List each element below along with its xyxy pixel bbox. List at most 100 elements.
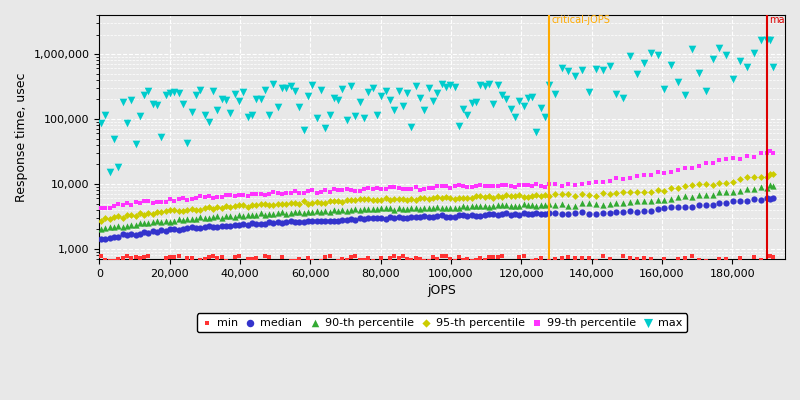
99-th percentile <box>237 192 250 198</box>
95-th percentile <box>250 202 262 208</box>
min <box>555 254 568 261</box>
90-th percentile <box>466 203 478 209</box>
90-th percentile <box>242 212 254 218</box>
median <box>198 224 211 230</box>
99-th percentile <box>284 190 297 196</box>
min <box>284 258 297 264</box>
median <box>596 210 609 216</box>
max <box>672 79 685 86</box>
95-th percentile <box>522 194 534 200</box>
95-th percentile <box>388 196 401 202</box>
99-th percentile <box>198 194 211 200</box>
min <box>439 253 452 259</box>
90-th percentile <box>555 201 568 207</box>
max <box>562 68 574 74</box>
median <box>121 232 134 238</box>
95-th percentile <box>764 171 777 177</box>
min <box>142 253 155 259</box>
max <box>99 112 112 118</box>
95-th percentile <box>678 182 691 189</box>
median <box>366 215 379 222</box>
95-th percentile <box>177 207 190 214</box>
95-th percentile <box>457 195 470 202</box>
median <box>129 231 142 238</box>
99-th percentile <box>228 193 241 199</box>
median <box>678 204 691 210</box>
min <box>603 256 616 262</box>
90-th percentile <box>482 203 495 210</box>
median <box>562 210 574 217</box>
95-th percentile <box>314 200 327 206</box>
median <box>164 226 177 232</box>
max <box>439 84 452 90</box>
90-th percentile <box>271 210 284 216</box>
min <box>121 253 134 259</box>
90-th percentile <box>487 203 500 210</box>
median <box>548 210 561 216</box>
90-th percentile <box>198 215 211 221</box>
90-th percentile <box>543 201 556 207</box>
95-th percentile <box>734 176 746 182</box>
median <box>345 216 358 222</box>
95-th percentile <box>397 196 410 202</box>
99-th percentile <box>555 182 568 189</box>
min <box>538 259 551 265</box>
max <box>392 88 405 94</box>
95-th percentile <box>242 204 254 210</box>
median <box>576 209 589 216</box>
median <box>448 214 461 220</box>
99-th percentile <box>651 169 664 175</box>
min <box>513 254 526 260</box>
95-th percentile <box>211 203 224 210</box>
99-th percentile <box>99 205 112 212</box>
95-th percentile <box>726 178 739 185</box>
max <box>302 93 314 100</box>
90-th percentile <box>190 215 202 222</box>
max <box>596 67 609 73</box>
max <box>482 81 495 87</box>
median <box>284 218 297 224</box>
min <box>138 254 150 260</box>
max <box>630 71 643 78</box>
90-th percentile <box>422 205 435 212</box>
max <box>198 112 211 118</box>
95-th percentile <box>401 197 414 203</box>
min <box>548 256 561 262</box>
99-th percentile <box>125 202 138 208</box>
median <box>362 215 374 221</box>
99-th percentile <box>672 167 685 174</box>
max <box>487 101 500 107</box>
median <box>410 214 422 220</box>
90-th percentile <box>461 204 474 210</box>
99-th percentile <box>276 190 289 197</box>
min <box>159 255 172 261</box>
min <box>112 255 125 262</box>
max <box>228 90 241 97</box>
median <box>439 214 452 220</box>
99-th percentile <box>242 193 254 199</box>
90-th percentile <box>644 198 657 204</box>
95-th percentile <box>267 202 280 208</box>
95-th percentile <box>513 192 526 199</box>
99-th percentile <box>323 188 336 195</box>
max <box>211 106 224 113</box>
95-th percentile <box>366 197 379 203</box>
90-th percentile <box>134 220 146 226</box>
min <box>562 254 574 260</box>
90-th percentile <box>470 203 482 210</box>
max <box>202 119 215 126</box>
99-th percentile <box>534 183 547 190</box>
95-th percentile <box>220 203 233 209</box>
99-th percentile <box>94 205 107 212</box>
95-th percentile <box>517 194 530 200</box>
min <box>306 258 318 264</box>
median <box>610 209 623 215</box>
90-th percentile <box>94 226 107 232</box>
median <box>630 208 643 215</box>
max <box>457 106 470 112</box>
99-th percentile <box>624 174 637 181</box>
99-th percentile <box>366 186 379 192</box>
90-th percentile <box>107 223 120 230</box>
max <box>504 106 517 112</box>
max <box>764 37 777 44</box>
